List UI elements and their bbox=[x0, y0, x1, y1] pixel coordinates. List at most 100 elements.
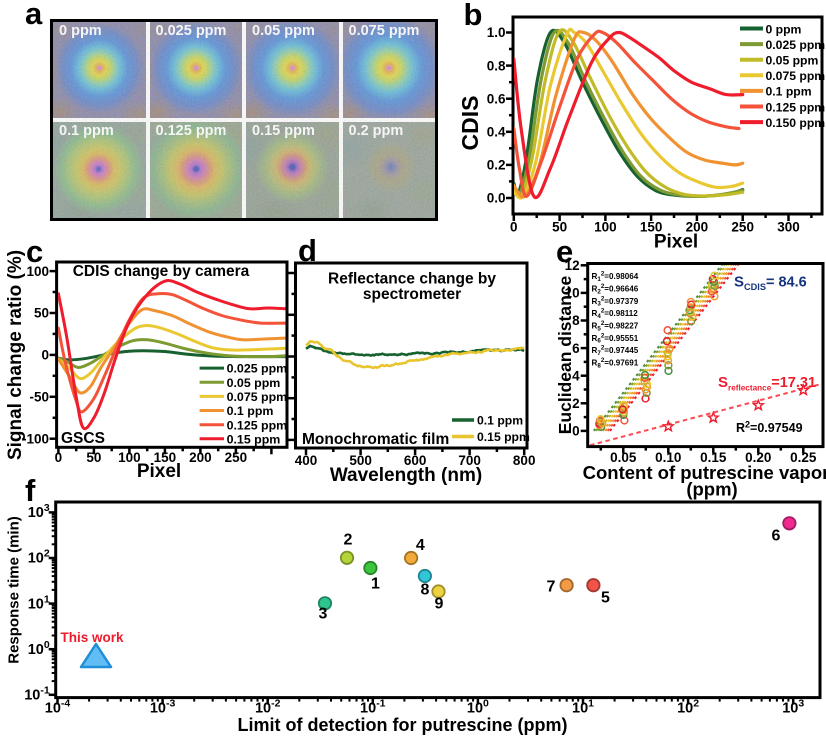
svg-text:0 ppm: 0 ppm bbox=[766, 22, 802, 36]
svg-text:7: 7 bbox=[547, 579, 556, 596]
svg-text:101: 101 bbox=[572, 698, 594, 717]
svg-text:10-2: 10-2 bbox=[255, 698, 281, 717]
svg-text:600: 600 bbox=[404, 453, 427, 468]
svg-text:100: 100 bbox=[28, 639, 50, 658]
svg-text:4: 4 bbox=[572, 368, 580, 383]
svg-text:Signal change ratio (%): Signal change ratio (%) bbox=[5, 250, 26, 460]
svg-text:SCDIS= 84.6: SCDIS= 84.6 bbox=[734, 274, 807, 293]
svg-text:0: 0 bbox=[55, 450, 63, 465]
svg-text:200: 200 bbox=[189, 450, 212, 465]
svg-text:101: 101 bbox=[28, 593, 50, 612]
svg-text:6: 6 bbox=[772, 528, 781, 545]
svg-text:0.15 ppm: 0.15 ppm bbox=[477, 430, 530, 444]
svg-text:200: 200 bbox=[686, 220, 709, 235]
svg-text:50: 50 bbox=[86, 450, 101, 465]
svg-text:5: 5 bbox=[601, 590, 610, 607]
svg-text:Euclidean distance: Euclidean distance bbox=[555, 275, 575, 434]
svg-text:Reflectance change by: Reflectance change by bbox=[328, 271, 496, 288]
svg-text:50: 50 bbox=[552, 220, 567, 235]
svg-text:R32=0.97379: R32=0.97379 bbox=[592, 295, 639, 307]
svg-text:250: 250 bbox=[731, 220, 754, 235]
svg-text:0.125 ppm: 0.125 ppm bbox=[227, 418, 288, 432]
svg-text:10: 10 bbox=[565, 286, 580, 301]
svg-text:(ppm): (ppm) bbox=[686, 479, 737, 500]
svg-text:500: 500 bbox=[349, 453, 372, 468]
svg-text:Sreflectance=17.31: Sreflectance=17.31 bbox=[718, 374, 816, 393]
svg-text:spectrometer: spectrometer bbox=[363, 286, 461, 303]
svg-text:0.1 ppm: 0.1 ppm bbox=[227, 404, 274, 418]
svg-text:GSCS: GSCS bbox=[61, 430, 105, 447]
svg-text:CDIS: CDIS bbox=[457, 96, 483, 151]
svg-text:Limit of detection for putresc: Limit of detection for putrescine (ppm) bbox=[237, 715, 567, 735]
svg-text:f: f bbox=[25, 473, 36, 508]
svg-text:0.025 ppm: 0.025 ppm bbox=[227, 362, 288, 376]
svg-text:0.05 ppm: 0.05 ppm bbox=[227, 376, 281, 390]
svg-text:102: 102 bbox=[677, 698, 699, 717]
svg-text:100: 100 bbox=[594, 220, 617, 235]
svg-text:0: 0 bbox=[41, 348, 49, 363]
svg-text:12: 12 bbox=[565, 258, 580, 273]
svg-text:8: 8 bbox=[572, 313, 580, 328]
svg-text:103: 103 bbox=[782, 698, 804, 717]
svg-text:R2=0.97549: R2=0.97549 bbox=[736, 420, 803, 436]
svg-text:R62=0.95551: R62=0.95551 bbox=[592, 332, 639, 344]
svg-text:0.150 ppm: 0.150 ppm bbox=[766, 116, 826, 130]
svg-text:Content of putrescine vapor: Content of putrescine vapor bbox=[583, 462, 826, 483]
svg-text:-100: -100 bbox=[22, 431, 49, 446]
svg-text:1: 1 bbox=[371, 576, 380, 593]
svg-text:10-4: 10-4 bbox=[45, 698, 71, 717]
svg-text:CDIS change by camera: CDIS change by camera bbox=[73, 263, 250, 280]
svg-text:-50: -50 bbox=[29, 390, 49, 405]
svg-text:0.0: 0.0 bbox=[487, 191, 506, 206]
svg-text:0.15: 0.15 bbox=[700, 450, 727, 465]
svg-text:R42=0.98112: R42=0.98112 bbox=[592, 308, 639, 320]
svg-text:0.20: 0.20 bbox=[745, 450, 771, 465]
svg-text:d: d bbox=[298, 233, 317, 268]
svg-text:100: 100 bbox=[467, 698, 489, 717]
svg-text:1.0: 1.0 bbox=[487, 25, 506, 40]
svg-text:250: 250 bbox=[225, 450, 248, 465]
svg-text:0.4: 0.4 bbox=[487, 125, 506, 140]
svg-text:0.6: 0.6 bbox=[487, 91, 506, 106]
svg-text:3: 3 bbox=[319, 606, 328, 623]
svg-text:2: 2 bbox=[344, 532, 353, 549]
svg-text:Monochromatic film: Monochromatic film bbox=[302, 431, 449, 448]
svg-text:300: 300 bbox=[777, 220, 800, 235]
svg-text:R22=0.96646: R22=0.96646 bbox=[592, 283, 639, 295]
svg-text:0.075 ppm: 0.075 ppm bbox=[766, 69, 826, 83]
svg-text:400: 400 bbox=[295, 453, 318, 468]
svg-text:700: 700 bbox=[458, 453, 481, 468]
svg-text:150: 150 bbox=[154, 450, 177, 465]
svg-text:9: 9 bbox=[435, 596, 444, 613]
svg-text:R72=0.97445: R72=0.97445 bbox=[592, 345, 639, 357]
svg-text:0.2: 0.2 bbox=[487, 158, 506, 173]
svg-text:2: 2 bbox=[572, 396, 580, 411]
svg-text:0.15 ppm: 0.15 ppm bbox=[227, 432, 281, 446]
svg-text:50: 50 bbox=[34, 306, 49, 321]
svg-text:R82=0.97691: R82=0.97691 bbox=[592, 357, 639, 369]
svg-text:0: 0 bbox=[510, 220, 518, 235]
svg-text:0.25: 0.25 bbox=[790, 450, 817, 465]
svg-text:e: e bbox=[556, 234, 573, 269]
svg-text:4: 4 bbox=[416, 537, 425, 554]
svg-text:R12=0.98064: R12=0.98064 bbox=[592, 271, 639, 283]
svg-text:8: 8 bbox=[421, 582, 430, 599]
svg-text:6: 6 bbox=[572, 341, 580, 356]
svg-text:0: 0 bbox=[572, 424, 580, 439]
svg-text:150: 150 bbox=[640, 220, 663, 235]
svg-text:100: 100 bbox=[26, 264, 49, 279]
svg-text:Pixel: Pixel bbox=[654, 232, 698, 253]
svg-text:0.05 ppm: 0.05 ppm bbox=[766, 54, 819, 68]
svg-text:0.1 ppm: 0.1 ppm bbox=[477, 414, 523, 428]
svg-text:0.125 ppm: 0.125 ppm bbox=[766, 100, 826, 114]
svg-text:Pixel: Pixel bbox=[137, 461, 181, 482]
svg-text:0.10: 0.10 bbox=[655, 450, 681, 465]
svg-text:102: 102 bbox=[28, 548, 50, 567]
svg-text:0.075 ppm: 0.075 ppm bbox=[227, 390, 288, 404]
svg-text:This work: This work bbox=[60, 630, 124, 645]
svg-text:10-1: 10-1 bbox=[360, 698, 386, 717]
svg-text:100: 100 bbox=[118, 450, 141, 465]
svg-text:0.025 ppm: 0.025 ppm bbox=[766, 38, 826, 52]
svg-text:Wavelength (nm): Wavelength (nm) bbox=[330, 465, 482, 486]
svg-text:10-3: 10-3 bbox=[150, 698, 176, 717]
